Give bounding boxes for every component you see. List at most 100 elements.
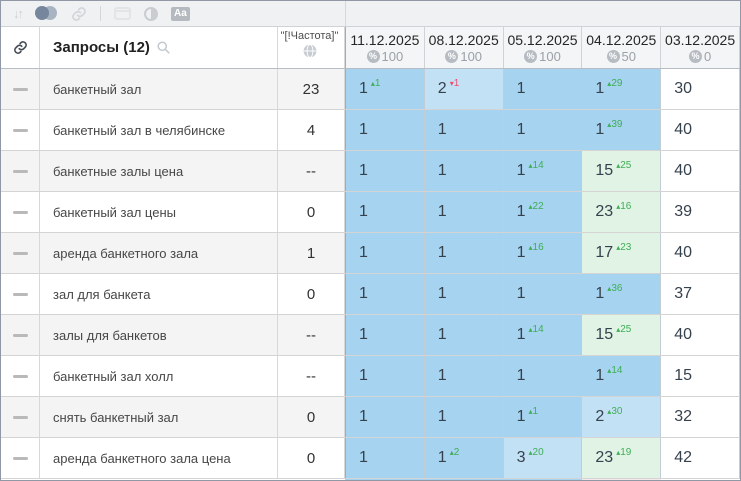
- drag-handle[interactable]: [1, 192, 40, 232]
- panel-icon[interactable]: [114, 7, 131, 20]
- position-value: 1: [516, 121, 526, 138]
- date-column-header[interactable]: 03.12.2025% 0: [661, 27, 740, 68]
- drag-handle[interactable]: [1, 315, 40, 355]
- partial-cell: [661, 479, 740, 480]
- query-cell[interactable]: банкетный зал: [40, 69, 278, 109]
- query-cell[interactable]: аренда банкетного зала: [40, 233, 278, 273]
- position-cell[interactable]: 1: [424, 397, 504, 437]
- position-cell[interactable]: 40: [661, 110, 740, 150]
- compare-circles-icon[interactable]: [35, 6, 58, 21]
- query-cell[interactable]: банкетный зал холл: [40, 356, 278, 396]
- query-cell[interactable]: банкетные залы цена: [40, 151, 278, 191]
- arrow-up-icon: ▴: [616, 242, 621, 252]
- position-cell[interactable]: 1 ▴14: [582, 356, 662, 396]
- position-cell[interactable]: 39: [661, 192, 740, 232]
- frequency-cell: --: [278, 315, 345, 355]
- date-column-header[interactable]: 08.12.2025% 100: [424, 27, 504, 68]
- position-cell[interactable]: 1: [503, 110, 583, 150]
- position-cell[interactable]: 1: [424, 233, 504, 273]
- position-cell[interactable]: 1: [424, 110, 504, 150]
- position-cell[interactable]: 2 ▴30: [582, 397, 662, 437]
- percent-value: 50: [621, 48, 637, 64]
- position-value: 1: [359, 367, 368, 384]
- position-cell[interactable]: 40: [661, 233, 740, 273]
- query-cell[interactable]: аренда банкетного зала цена: [40, 438, 278, 478]
- globe-icon: [303, 44, 317, 58]
- position-cell[interactable]: 1 ▴16: [503, 233, 583, 273]
- drag-handle[interactable]: [1, 233, 40, 273]
- date-column-header[interactable]: 11.12.2025% 100: [345, 27, 425, 68]
- position-cell[interactable]: 23 ▴16: [582, 192, 662, 232]
- drag-handle[interactable]: [1, 397, 40, 437]
- position-cell[interactable]: 1: [503, 356, 583, 396]
- query-cell[interactable]: зал для банкета: [40, 274, 278, 314]
- position-cell[interactable]: 1: [345, 438, 425, 478]
- search-icon[interactable]: [156, 40, 171, 55]
- frequency-column-header[interactable]: "[!Частота]": [278, 27, 345, 68]
- query-cell[interactable]: банкетный зал в челябинске: [40, 110, 278, 150]
- drag-handle[interactable]: [1, 274, 40, 314]
- position-cell[interactable]: 40: [661, 315, 740, 355]
- query-cell[interactable]: снять банкетный зал: [40, 397, 278, 437]
- position-cell[interactable]: 1 ▴36: [582, 274, 662, 314]
- position-value: 1: [437, 121, 447, 138]
- position-cell[interactable]: 3 ▴20: [503, 438, 583, 478]
- position-cell[interactable]: 2 ▾1: [424, 69, 504, 109]
- drag-handle[interactable]: [1, 69, 40, 109]
- position-cell[interactable]: 15 ▴25: [582, 151, 662, 191]
- position-cell[interactable]: 1: [424, 356, 504, 396]
- position-cell[interactable]: 23 ▴19: [582, 438, 662, 478]
- position-cell[interactable]: 1: [345, 356, 425, 396]
- link-icon[interactable]: [71, 6, 87, 22]
- position-cell[interactable]: 1: [345, 233, 425, 273]
- position-cell[interactable]: 1: [503, 274, 583, 314]
- position-cell[interactable]: 1: [345, 110, 425, 150]
- drag-handle[interactable]: [1, 151, 40, 191]
- position-cell[interactable]: 1 ▴39: [582, 110, 662, 150]
- position-cell[interactable]: 1 ▴1: [345, 69, 425, 109]
- position-cell[interactable]: 1: [345, 397, 425, 437]
- position-cell[interactable]: 1 ▴14: [503, 315, 583, 355]
- arrow-down-icon: ▾: [449, 78, 454, 88]
- query-cell[interactable]: залы для банкетов: [40, 315, 278, 355]
- date-column-header[interactable]: 04.12.2025% 50: [582, 27, 662, 68]
- change-value: 1: [374, 77, 381, 89]
- percent-icon: %: [688, 49, 702, 63]
- position-cell[interactable]: 1: [424, 151, 504, 191]
- link-column-header[interactable]: [1, 27, 40, 68]
- position-cell[interactable]: 1: [424, 274, 504, 314]
- contrast-icon[interactable]: [144, 6, 158, 21]
- position-cell[interactable]: 42: [661, 438, 740, 478]
- position-cell[interactable]: 1: [345, 192, 425, 232]
- frequency-cell: 0: [278, 438, 345, 478]
- drag-handle[interactable]: [1, 356, 40, 396]
- position-cell[interactable]: 1 ▴29: [582, 69, 662, 109]
- position-cell[interactable]: 1 ▴14: [503, 151, 583, 191]
- position-cell[interactable]: 1: [345, 274, 425, 314]
- sort-icon[interactable]: ↓↑: [13, 6, 24, 21]
- position-cell[interactable]: 1: [345, 151, 425, 191]
- date-column-header[interactable]: 05.12.2025% 100: [503, 27, 583, 68]
- position-cell[interactable]: 1: [345, 315, 425, 355]
- position-cell[interactable]: 40: [661, 151, 740, 191]
- position-cell[interactable]: 1 ▴2: [424, 438, 504, 478]
- position-cell[interactable]: 1: [503, 69, 583, 109]
- position-cell[interactable]: 32: [661, 397, 740, 437]
- position-cell[interactable]: 1: [424, 315, 504, 355]
- text-style-icon[interactable]: Aa: [171, 6, 190, 21]
- position-cell[interactable]: 30: [661, 69, 740, 109]
- position-cell[interactable]: 1: [424, 192, 504, 232]
- drag-handle[interactable]: [1, 110, 40, 150]
- drag-handle[interactable]: [1, 438, 40, 478]
- position-value: 1: [359, 244, 368, 261]
- position-cell[interactable]: 15: [661, 356, 740, 396]
- query-cell[interactable]: банкетный зал цены: [40, 192, 278, 232]
- position-cell[interactable]: 1 ▴22: [503, 192, 583, 232]
- change-up-indicator: ▴14: [529, 160, 544, 171]
- queries-column-header[interactable]: Запросы (12): [40, 27, 278, 68]
- position-cell[interactable]: 1 ▴1: [503, 397, 583, 437]
- position-cell[interactable]: 17 ▴23: [582, 233, 662, 273]
- position-cell[interactable]: 37: [661, 274, 740, 314]
- arrow-up-icon: ▴: [607, 283, 612, 293]
- position-cell[interactable]: 15 ▴25: [582, 315, 662, 355]
